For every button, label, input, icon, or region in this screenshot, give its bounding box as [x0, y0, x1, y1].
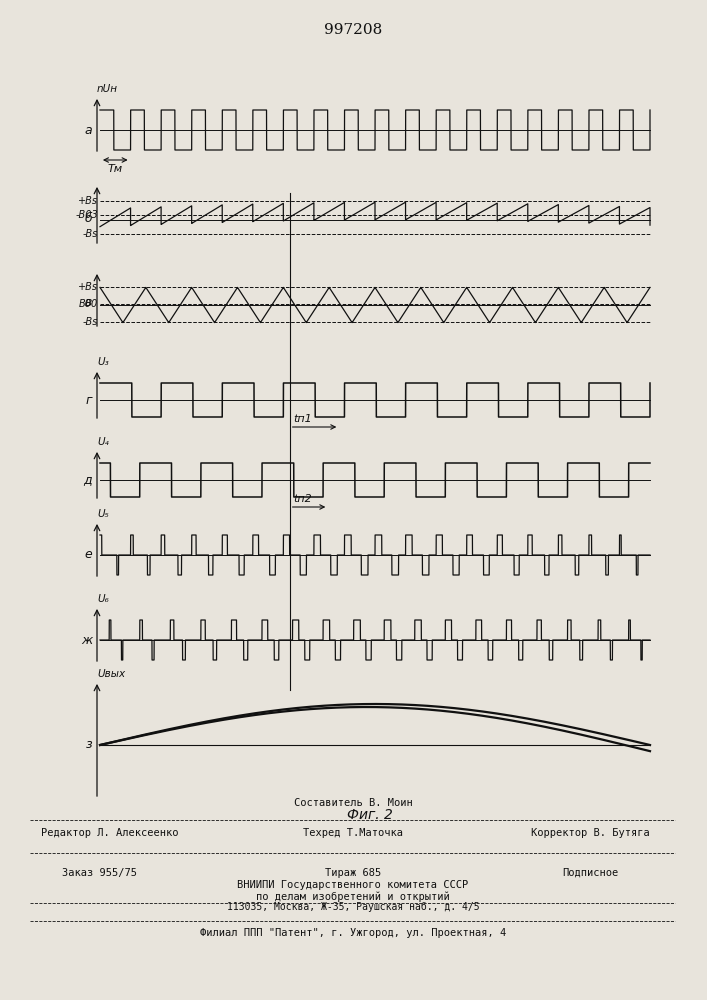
Text: по делам изобретений и открытий: по делам изобретений и открытий [256, 892, 450, 902]
Text: +Bs: +Bs [78, 282, 98, 292]
Text: з: з [86, 738, 92, 752]
Text: U₄: U₄ [97, 437, 109, 447]
Text: 997208: 997208 [324, 23, 382, 37]
Text: -Bs: -Bs [83, 229, 98, 239]
Text: B00: B00 [78, 299, 98, 309]
Text: б: б [84, 212, 92, 225]
Text: ж: ж [81, 634, 92, 647]
Text: U₃: U₃ [97, 357, 109, 367]
Text: nUн: nUн [97, 84, 118, 94]
Text: Техред Т.Маточка: Техред Т.Маточка [303, 828, 403, 838]
Text: ВНИИПИ Государственного комитета СССР: ВНИИПИ Государственного комитета СССР [238, 880, 469, 890]
Text: Тираж 685: Тираж 685 [325, 868, 381, 878]
Text: Тм: Тм [107, 164, 123, 174]
Text: Корректор В. Бутяга: Корректор В. Бутяга [531, 828, 649, 838]
Text: г: г [86, 393, 92, 406]
Text: Uвых: Uвых [97, 669, 125, 679]
Text: д: д [83, 474, 92, 487]
Text: Редактор Л. Алексеенко: Редактор Л. Алексеенко [41, 828, 179, 838]
Text: U₆: U₆ [97, 594, 109, 604]
Text: Составитель В. Моин: Составитель В. Моин [293, 798, 412, 808]
Text: Филиал ППП "Патент", г. Ужгород, ул. Проектная, 4: Филиал ППП "Патент", г. Ужгород, ул. Про… [200, 928, 506, 938]
Text: -Bs: -Bs [83, 317, 98, 327]
Text: a: a [84, 123, 92, 136]
Text: Фиг. 2: Фиг. 2 [347, 808, 393, 822]
Text: в: в [85, 296, 92, 310]
Text: е: е [84, 548, 92, 562]
Text: tп2: tп2 [293, 494, 312, 504]
Text: tп1: tп1 [293, 414, 312, 424]
Text: -B03: -B03 [75, 210, 98, 220]
Text: U₅: U₅ [97, 509, 109, 519]
Text: Заказ 955/75: Заказ 955/75 [62, 868, 137, 878]
Text: +Bs: +Bs [78, 196, 98, 206]
Text: 113035, Москва, Ж-35, Раушская наб., д. 4/5: 113035, Москва, Ж-35, Раушская наб., д. … [227, 902, 479, 912]
Text: Подписное: Подписное [562, 868, 618, 878]
